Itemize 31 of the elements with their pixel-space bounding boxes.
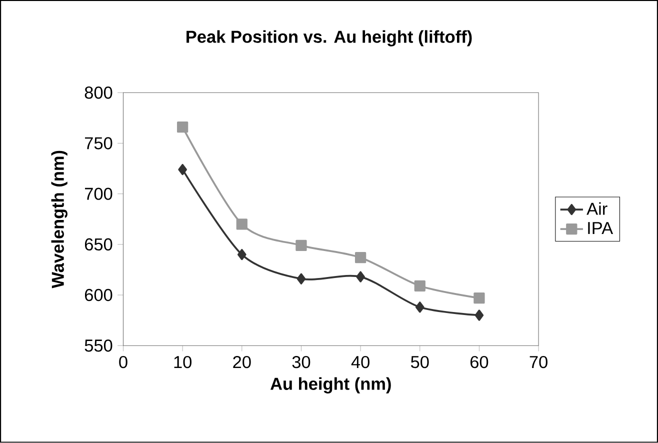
x-tick-label: 10 (174, 356, 192, 368)
y-tick-label: 700 (85, 188, 112, 200)
point (414, 280, 426, 292)
point (354, 252, 366, 264)
point (356, 271, 365, 282)
y-tick-label: 750 (85, 137, 112, 150)
point (296, 273, 306, 285)
x-tick-label: 30 (292, 356, 310, 368)
x-tick-label: 20 (233, 356, 251, 368)
point (236, 218, 248, 230)
point (474, 310, 484, 321)
x-tick-label: 40 (351, 356, 370, 368)
y-tick-label: 800 (84, 86, 112, 99)
point (296, 240, 307, 252)
y-axis-title: Wavelength (nm) (51, 150, 68, 288)
point (178, 164, 187, 176)
y-tick-label: 650 (84, 238, 112, 251)
x-axis-title: Au height (nm) (270, 377, 391, 394)
point (176, 122, 188, 133)
point (474, 292, 485, 304)
point (237, 249, 246, 260)
x-tick-label: 60 (470, 356, 488, 368)
x-tick-label: 0 (119, 356, 128, 368)
legend-label: IPA (588, 222, 614, 234)
x-tick-label: 70 (530, 356, 548, 368)
point (415, 302, 424, 313)
legend-label: Air (586, 202, 608, 215)
y-tick-label: 600 (84, 289, 112, 302)
y-tick-label: 550 (84, 340, 112, 352)
x-tick-label: 50 (410, 356, 429, 368)
chart-title: Peak Position vs. Au height (liftoff) (186, 30, 472, 46)
